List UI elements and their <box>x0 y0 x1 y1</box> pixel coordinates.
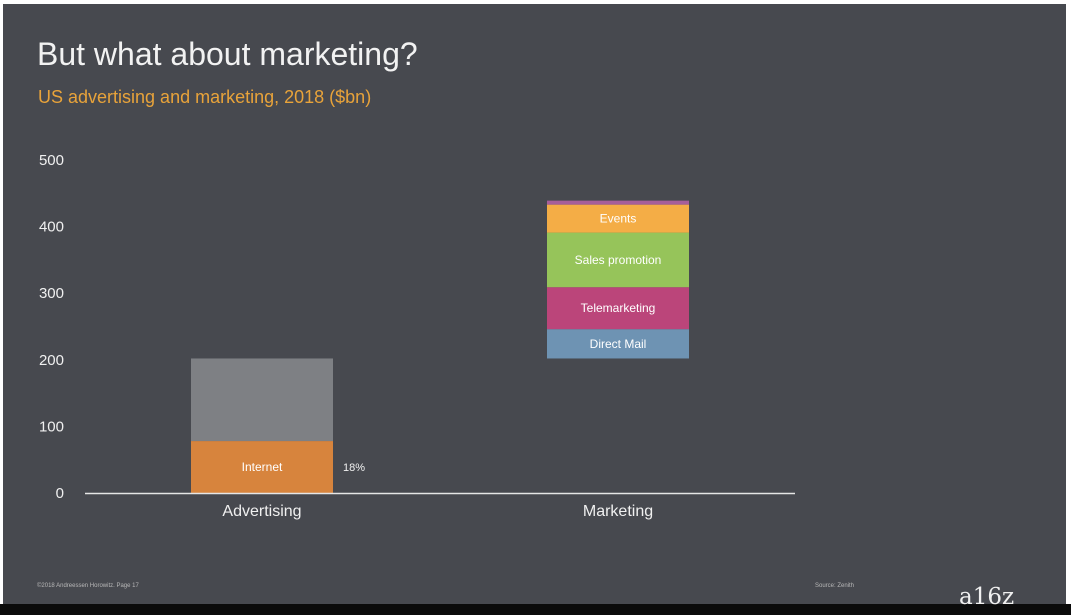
segment-label-internet: Internet <box>242 460 283 474</box>
bar-segment-internet <box>191 441 333 493</box>
category-label: Marketing <box>583 503 653 520</box>
slide-title: But what about marketing? <box>37 36 418 72</box>
segment-label-telemarketing: Telemarketing <box>581 301 656 315</box>
bar-segment-sales-promotion <box>547 232 689 288</box>
bar-segment-other <box>547 200 689 205</box>
slide-subtitle: US advertising and marketing, 2018 ($bn) <box>38 87 372 107</box>
footer-copyright: ©2018 Andreessen Horowitz. Page 17 <box>37 583 139 589</box>
segment-label-events: Events <box>600 212 637 226</box>
y-tick-label: 300 <box>39 285 64 302</box>
footer-source: Source: Zenith <box>815 583 855 589</box>
annotation-label: 18% <box>343 462 365 474</box>
y-tick-label: 200 <box>39 352 64 369</box>
bar-segment-direct-mail <box>547 329 689 359</box>
bottom-strip <box>0 604 1071 615</box>
y-tick-label: 100 <box>39 418 64 435</box>
segment-label-direct-mail: Direct Mail <box>590 337 647 351</box>
y-tick-label: 500 <box>39 152 64 169</box>
slide-panel <box>3 4 1066 605</box>
y-tick-label: 0 <box>56 485 64 502</box>
bar-segment-telemarketing <box>547 287 689 330</box>
a16z-logo: a16z <box>959 584 1015 610</box>
segment-label-sales-promotion: Sales promotion <box>575 253 662 267</box>
bar-segment-other <box>191 358 333 442</box>
category-label: Advertising <box>222 503 301 520</box>
bar-segment-events <box>547 204 689 233</box>
y-tick-label: 400 <box>39 219 64 236</box>
